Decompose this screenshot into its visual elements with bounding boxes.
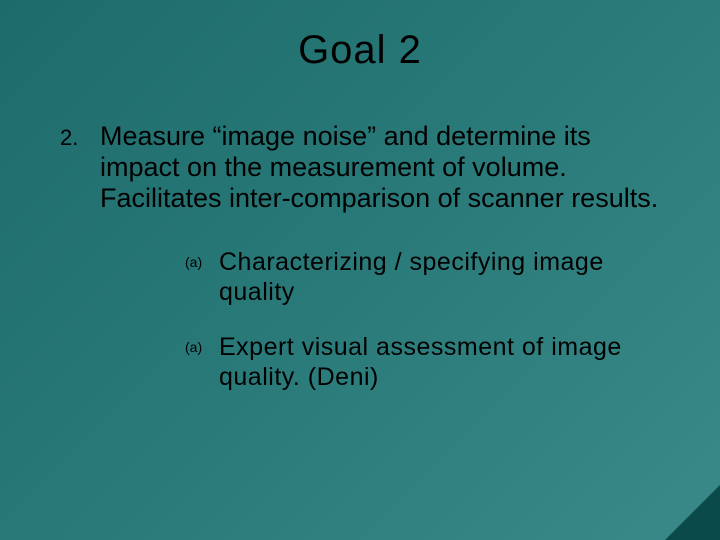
sub-item: (a) Characterizing / specifying image qu… (185, 248, 670, 307)
item-text: Measure “image noise” and determine its … (100, 121, 670, 214)
sub-label: (a) (185, 254, 219, 270)
item-number: 2. (60, 125, 82, 151)
sub-text: Characterizing / specifying image qualit… (219, 248, 670, 307)
sub-text: Expert visual assessment of image qualit… (219, 333, 670, 392)
slide-container: Goal 2 2. Measure “image noise” and dete… (0, 0, 720, 448)
slide-title: Goal 2 (50, 28, 670, 73)
corner-decoration (665, 485, 720, 540)
sub-list: (a) Characterizing / specifying image qu… (185, 248, 670, 392)
sub-item: (a) Expert visual assessment of image qu… (185, 333, 670, 392)
sub-label: (a) (185, 339, 219, 355)
main-list-item: 2. Measure “image noise” and determine i… (60, 121, 670, 214)
